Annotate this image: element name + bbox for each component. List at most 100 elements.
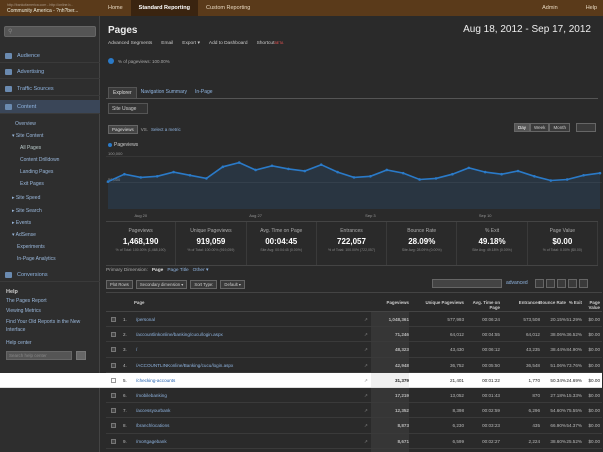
account-selector[interactable]: http://bankofamerica.com - http://online…: [0, 0, 100, 16]
chart-point[interactable]: [254, 168, 257, 172]
row-open-icon[interactable]: ↗: [364, 347, 368, 353]
row-checkbox[interactable]: [111, 332, 116, 338]
advanced-segments-button[interactable]: Advanced Segments: [108, 41, 153, 46]
row-checkbox[interactable]: [111, 347, 116, 353]
row-checkbox[interactable]: [111, 377, 116, 383]
col-header-page[interactable]: Page: [134, 300, 145, 305]
chart-point[interactable]: [516, 169, 520, 173]
sidebar-sub-experiments[interactable]: Experiments: [17, 244, 45, 250]
select-metric-link[interactable]: Select a metric: [151, 127, 181, 132]
help-link[interactable]: Help: [585, 5, 597, 11]
primary-dimension-page[interactable]: Page: [151, 268, 164, 273]
chart-type-button[interactable]: [576, 123, 596, 132]
row-page-link[interactable]: /mobilebanking: [136, 392, 167, 398]
help-link-find-old-reports[interactable]: Find Your Old Reports in the New: [6, 319, 81, 325]
row-page-link[interactable]: /accessyourbank: [136, 408, 171, 414]
secondary-dimension-dropdown[interactable]: Secondary dimension ▾: [135, 280, 188, 289]
pivot-view-icon[interactable]: [579, 279, 588, 288]
help-link-interface[interactable]: Interface: [6, 327, 26, 333]
sidebar-sub-content-drilldown[interactable]: Content Drilldown: [20, 157, 60, 163]
col-header-entrances[interactable]: Entrances: [518, 300, 540, 305]
sidebar-sub-events[interactable]: ▸ Events: [12, 220, 32, 226]
row-checkbox[interactable]: [111, 362, 116, 368]
sidebar-sub-in-page-analytics[interactable]: In-Page Analytics: [17, 256, 56, 262]
row-open-icon[interactable]: ↗: [364, 438, 368, 444]
row-open-icon[interactable]: ↗: [364, 392, 368, 398]
performance-view-icon[interactable]: [557, 279, 566, 288]
row-checkbox[interactable]: [111, 392, 116, 398]
export-button[interactable]: Export ▾: [182, 41, 200, 46]
chart-point[interactable]: [434, 177, 438, 180]
primary-dimension-other[interactable]: Other ▾: [192, 268, 209, 273]
chart-point[interactable]: [237, 161, 241, 164]
granularity-month-button[interactable]: Month: [549, 123, 570, 132]
col-header-unique-pageviews[interactable]: Unique Pageviews: [425, 300, 464, 305]
chart-point[interactable]: [139, 176, 143, 179]
col-header-avg-time[interactable]: Avg. Time on Page: [472, 300, 500, 310]
row-page-link[interactable]: /mortgagebank: [136, 438, 167, 444]
chart-point[interactable]: [188, 173, 192, 177]
chart-point[interactable]: [123, 172, 126, 176]
date-range-picker[interactable]: Aug 18, 2012 - Sep 17, 2012: [463, 24, 591, 35]
row-open-icon[interactable]: ↗: [364, 423, 368, 429]
shortcut-button[interactable]: ShortcutBETA: [257, 41, 284, 46]
primary-dimension-page-title[interactable]: Page Title: [167, 268, 189, 273]
chart-point[interactable]: [565, 178, 569, 181]
chart-point[interactable]: [451, 172, 454, 176]
table-row[interactable]: 7. /accessyourbank ↗ 12,352 8,398 00:02:59 6,2…: [106, 403, 602, 419]
row-page-link[interactable]: /personal: [136, 317, 155, 322]
help-link-pages-report[interactable]: The Pages Report: [6, 298, 47, 304]
chart-point[interactable]: [319, 163, 323, 167]
table-row[interactable]: 1. /personal ↗ 1,048,361 577,993 00:06:24 573,…: [106, 312, 602, 328]
sidebar-sub-adsense[interactable]: ▾ AdSense: [12, 232, 36, 238]
nav-home[interactable]: Home: [108, 5, 123, 11]
help-search-button[interactable]: [76, 351, 86, 360]
table-row[interactable]: 10./freechecking↗8,3466,39900:02:3420966…: [106, 448, 602, 452]
table-search-input[interactable]: [432, 279, 502, 288]
col-header-exit[interactable]: % Exit: [568, 300, 582, 305]
sidebar-item-audience[interactable]: Audience: [0, 49, 100, 63]
chart-point[interactable]: [172, 170, 175, 174]
tab-explorer[interactable]: Explorer: [108, 87, 137, 98]
help-search-input[interactable]: Search help center: [6, 351, 72, 360]
col-header-pageviews[interactable]: Pageviews: [386, 300, 409, 305]
chart-point[interactable]: [303, 169, 307, 173]
chart-point[interactable]: [369, 175, 372, 178]
tab-navigation-summary[interactable]: Navigation Summary: [140, 89, 188, 95]
row-page-link[interactable]: /: [136, 347, 138, 353]
row-open-icon[interactable]: ↗: [364, 377, 368, 383]
row-checkbox[interactable]: [111, 408, 116, 414]
sidebar-item-conversions[interactable]: Conversions: [0, 268, 100, 282]
sidebar-item-advertising[interactable]: Advertising: [0, 65, 100, 79]
sidebar-sub-exit-pages[interactable]: Exit Pages: [20, 181, 44, 187]
row-page-link[interactable]: /ACCOUNTLINKonline/Banking/cucu/login.as…: [136, 362, 234, 368]
email-button[interactable]: Email: [161, 41, 174, 46]
sidebar-sub-overview[interactable]: Overview: [15, 121, 36, 127]
percentage-view-icon[interactable]: [546, 279, 555, 288]
chart-point[interactable]: [270, 164, 274, 168]
sidebar-search-input[interactable]: ⚲: [4, 26, 96, 37]
table-row[interactable]: 3. / ↗ 48,323 43,430 00:06:12 43,235 38.44% 84.9…: [106, 342, 602, 358]
chart-point[interactable]: [500, 172, 503, 176]
chart-point[interactable]: [582, 173, 585, 177]
row-page-link[interactable]: /checking-accounts: [136, 377, 176, 383]
sidebar-item-content[interactable]: Content: [0, 100, 100, 114]
table-row[interactable]: 4. /ACCOUNTLINKonline/Banking/cucu/login.…: [106, 357, 602, 373]
row-checkbox[interactable]: [111, 317, 116, 322]
add-to-dashboard-button[interactable]: Add to Dashboard: [208, 41, 248, 46]
col-header-bounce-rate[interactable]: Bounce Rate: [539, 300, 566, 305]
chart-point[interactable]: [401, 171, 405, 175]
chart-point[interactable]: [418, 178, 421, 181]
table-row[interactable]: 9. /mortgagebank ↗ 8,671 6,599 00:02:27 2,224 3…: [106, 433, 602, 449]
nav-custom-reporting[interactable]: Custom Reporting: [206, 5, 251, 11]
chart-point[interactable]: [336, 170, 339, 174]
tab-in-page[interactable]: In-Page: [195, 89, 213, 95]
row-page-link[interactable]: /branchlocations: [136, 423, 170, 429]
table-row[interactable]: 8. /branchlocations ↗ 8,873 6,230 00:03:23 435…: [106, 418, 602, 434]
row-checkbox[interactable]: [111, 438, 116, 444]
help-link-viewing-metrics[interactable]: Viewing Metrics: [6, 308, 41, 314]
row-open-icon[interactable]: ↗: [364, 362, 368, 368]
table-row[interactable]: 6. /mobilebanking ↗ 17,219 13,052 00:01:43 870…: [106, 387, 602, 404]
metric-selector[interactable]: Pageviews: [108, 125, 138, 134]
chart-point[interactable]: [352, 176, 356, 179]
